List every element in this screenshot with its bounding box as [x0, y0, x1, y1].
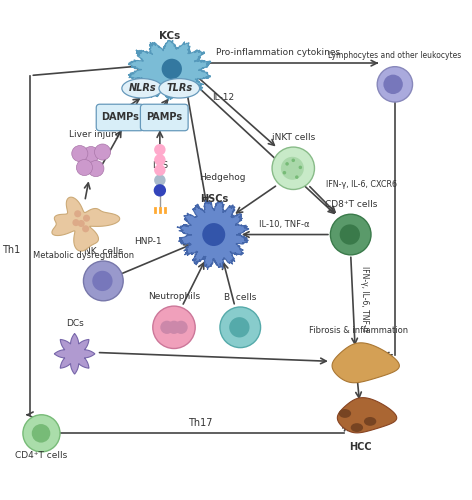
Circle shape [168, 320, 181, 334]
Polygon shape [337, 398, 397, 433]
Circle shape [154, 174, 166, 186]
Text: Liver injury: Liver injury [69, 130, 120, 138]
Text: HSCs: HSCs [200, 194, 228, 204]
Circle shape [154, 144, 166, 156]
Text: Metabolic dysregulation: Metabolic dysregulation [33, 252, 134, 260]
Circle shape [229, 317, 250, 338]
Circle shape [295, 176, 299, 179]
Circle shape [72, 219, 79, 226]
Text: LPS: LPS [152, 160, 168, 170]
Circle shape [94, 144, 110, 160]
Ellipse shape [122, 78, 162, 98]
Polygon shape [332, 343, 399, 382]
Circle shape [377, 66, 413, 102]
Circle shape [161, 58, 182, 79]
Text: Hedgehog: Hedgehog [200, 173, 246, 182]
Ellipse shape [339, 409, 351, 418]
Text: KCs: KCs [159, 32, 180, 42]
Circle shape [78, 220, 85, 227]
Text: Lymphocytes and other leukocytes: Lymphocytes and other leukocytes [328, 51, 462, 60]
Text: HNP-1: HNP-1 [134, 238, 161, 246]
FancyBboxPatch shape [96, 104, 144, 130]
FancyBboxPatch shape [140, 104, 188, 130]
Text: PAMPs: PAMPs [146, 112, 182, 122]
Circle shape [92, 271, 113, 291]
Circle shape [23, 415, 60, 452]
Text: iNKT cells: iNKT cells [272, 133, 315, 142]
Text: Fibrosis & inflammation: Fibrosis & inflammation [309, 326, 408, 335]
Circle shape [175, 320, 188, 334]
Text: CD4⁺T cells: CD4⁺T cells [15, 451, 67, 460]
Circle shape [285, 162, 289, 166]
Text: IL-12: IL-12 [212, 92, 235, 102]
Ellipse shape [159, 78, 200, 98]
Circle shape [299, 166, 302, 169]
Circle shape [154, 184, 166, 196]
Circle shape [88, 160, 104, 176]
Text: TLRs: TLRs [166, 84, 193, 94]
Text: DCs: DCs [66, 319, 84, 328]
Circle shape [202, 223, 225, 246]
Circle shape [82, 226, 89, 232]
Circle shape [154, 164, 166, 176]
Circle shape [83, 146, 99, 162]
Text: DAMPs: DAMPs [101, 112, 139, 122]
Circle shape [84, 261, 123, 301]
Text: Pro-inflammation cytokines: Pro-inflammation cytokines [216, 48, 340, 58]
Text: Th17: Th17 [188, 418, 213, 428]
Circle shape [330, 214, 371, 255]
Polygon shape [177, 200, 249, 270]
Circle shape [83, 214, 90, 222]
Circle shape [154, 154, 166, 166]
Circle shape [281, 157, 304, 180]
Circle shape [383, 74, 403, 94]
Circle shape [160, 320, 174, 334]
Circle shape [32, 424, 51, 442]
Text: Neutrophils: Neutrophils [148, 292, 200, 301]
Text: IL-10, TNF-α: IL-10, TNF-α [259, 220, 310, 229]
Circle shape [74, 210, 81, 218]
Ellipse shape [364, 417, 376, 426]
Circle shape [283, 171, 286, 174]
Circle shape [340, 224, 360, 244]
Text: IFN-γ, IL-6, CXCR6: IFN-γ, IL-6, CXCR6 [327, 180, 397, 189]
Polygon shape [52, 197, 120, 251]
Circle shape [272, 147, 314, 190]
Text: Th1: Th1 [2, 245, 21, 255]
Circle shape [76, 160, 93, 176]
Polygon shape [54, 334, 95, 374]
Circle shape [292, 158, 295, 162]
Text: CD8⁺T cells: CD8⁺T cells [325, 200, 377, 209]
Text: NLRs: NLRs [128, 84, 156, 94]
Text: IFN-γ, IL-6, TNF-α: IFN-γ, IL-6, TNF-α [360, 266, 369, 332]
Text: HCC: HCC [349, 442, 372, 452]
Circle shape [153, 306, 195, 348]
Circle shape [154, 184, 166, 196]
Text: NK  cells: NK cells [84, 246, 123, 256]
Ellipse shape [351, 423, 363, 432]
Polygon shape [128, 40, 211, 100]
Text: B  cells: B cells [224, 293, 256, 302]
Circle shape [72, 146, 88, 162]
Circle shape [220, 307, 261, 348]
